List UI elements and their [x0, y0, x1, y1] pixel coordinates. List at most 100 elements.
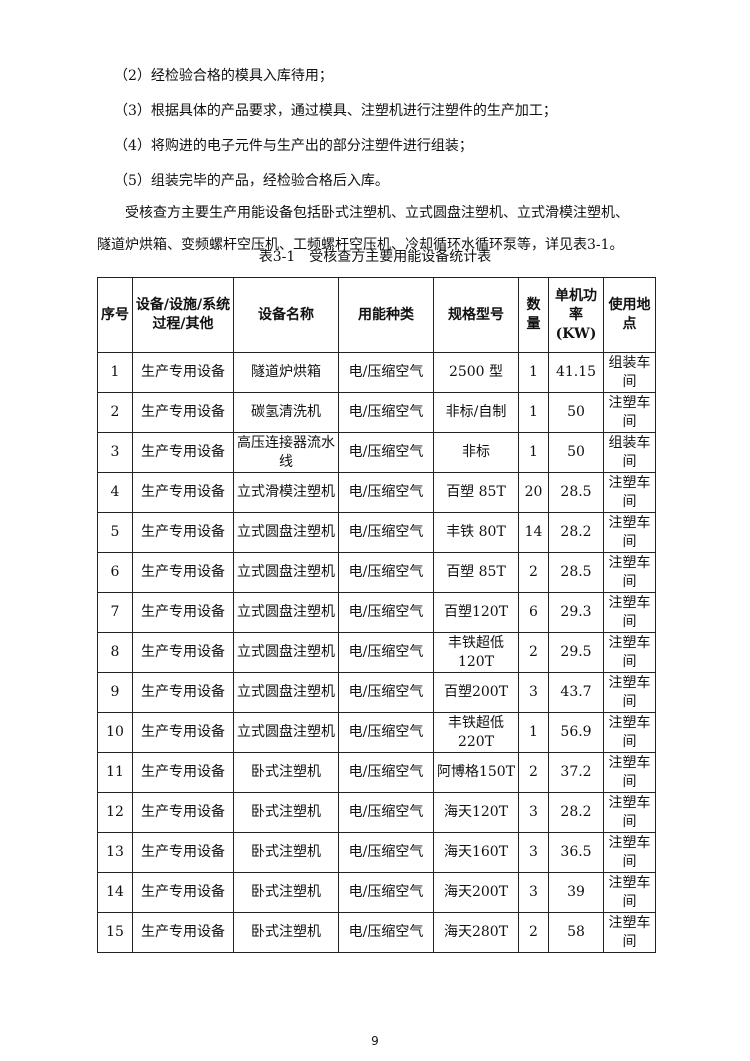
table-cell: 立式圆盘注塑机	[233, 592, 339, 633]
column-header: 数量	[518, 277, 549, 353]
table-cell: 37.2	[548, 752, 604, 793]
table-cell: 12	[97, 792, 133, 833]
table-cell: 3	[518, 792, 549, 833]
column-header: 用能种类	[338, 277, 434, 353]
table-cell: 注塑车间	[603, 872, 656, 913]
paragraph: （3）根据具体的产品要求，通过模具、注塑机进行注塑件的生产加工；	[114, 103, 557, 119]
table-cell: 高压连接器流水线	[233, 432, 339, 473]
column-header: 规格型号	[433, 277, 519, 353]
table-cell: 生产专用设备	[132, 712, 234, 753]
table-cell: 56.9	[548, 712, 604, 753]
table-cell: 36.5	[548, 832, 604, 873]
table-cell: 注塑车间	[603, 592, 656, 633]
table-cell: 2	[518, 752, 549, 793]
table-cell: 生产专用设备	[132, 352, 234, 393]
table-cell: 50	[548, 392, 604, 433]
table-cell: 电/压缩空气	[338, 592, 434, 633]
table-cell: 10	[97, 712, 133, 753]
table-cell: 50	[548, 432, 604, 473]
table-cell: 电/压缩空气	[338, 552, 434, 593]
table-cell: 注塑车间	[603, 632, 656, 673]
page-number: 9	[371, 1034, 379, 1048]
table-cell: 丰铁 80T	[433, 512, 519, 553]
column-header: 使用地点	[603, 277, 656, 353]
table-row: 2 生产专用设备 碳氢清洗机 电/压缩空气 非标/自制 1 50 注塑车间	[97, 392, 656, 433]
table-cell: 4	[97, 472, 133, 513]
table-cell: 28.5	[548, 472, 604, 513]
table-cell: 13	[97, 832, 133, 873]
table-cell: 注塑车间	[603, 512, 656, 553]
table-cell: 卧式注塑机	[233, 912, 339, 953]
table-cell: 注塑车间	[603, 392, 656, 433]
table-cell: 8	[97, 632, 133, 673]
table-cell: 生产专用设备	[132, 392, 234, 433]
table-cell: 电/压缩空气	[338, 672, 434, 713]
table-cell: 电/压缩空气	[338, 472, 434, 513]
table-cell: 3	[97, 432, 133, 473]
table-cell: 39	[548, 872, 604, 913]
table-cell: 电/压缩空气	[338, 792, 434, 833]
table-cell: 立式圆盘注塑机	[233, 512, 339, 553]
table-cell: 20	[518, 472, 549, 513]
table-row: 10 生产专用设备 立式圆盘注塑机 电/压缩空气 丰铁超低220T 1 56.9 注塑车间	[97, 712, 656, 753]
table-cell: 5	[97, 512, 133, 553]
table-cell: 9	[97, 672, 133, 713]
table-cell: 11	[97, 752, 133, 793]
table-cell: 海天120T	[433, 792, 519, 833]
table-row: 4 生产专用设备 立式滑模注塑机 电/压缩空气 百塑 85T 20 28.5 注塑车间	[97, 472, 656, 513]
table-cell: 14	[518, 512, 549, 553]
table-cell: 注塑车间	[603, 832, 656, 873]
table-cell: 41.15	[548, 352, 604, 393]
table-cell: 生产专用设备	[132, 472, 234, 513]
table-cell: 注塑车间	[603, 672, 656, 713]
table-row: 13 生产专用设备 卧式注塑机 电/压缩空气 海天160T 3 36.5 注塑车间	[97, 832, 656, 873]
table-row: 12 生产专用设备 卧式注塑机 电/压缩空气 海天120T 3 28.2 注塑车间	[97, 792, 656, 833]
table-cell: 生产专用设备	[132, 832, 234, 873]
paragraph: 隧道炉烘箱、变频螺杆空压机、工频螺杆空压机、冷却循环水循环泵等，详见表3-1。	[97, 237, 624, 253]
table-cell: 立式滑模注塑机	[233, 472, 339, 513]
table-cell: 生产专用设备	[132, 912, 234, 953]
table-cell: 生产专用设备	[132, 792, 234, 833]
table-cell: 生产专用设备	[132, 432, 234, 473]
table-cell: 注塑车间	[603, 472, 656, 513]
table-cell: 电/压缩空气	[338, 432, 434, 473]
table-cell: 2	[97, 392, 133, 433]
table-cell: 1	[518, 352, 549, 393]
column-header: 设备/设施/系统过程/其他	[132, 277, 234, 353]
table-row: 5 生产专用设备 立式圆盘注塑机 电/压缩空气 丰铁 80T 14 28.2 注塑车间	[97, 512, 656, 553]
table-cell: 电/压缩空气	[338, 352, 434, 393]
table-cell: 电/压缩空气	[338, 752, 434, 793]
column-header: 序号	[97, 277, 133, 353]
table-cell: 生产专用设备	[132, 552, 234, 593]
table-cell: 卧式注塑机	[233, 832, 339, 873]
table-cell: 百塑 85T	[433, 552, 519, 593]
table-cell: 立式圆盘注塑机	[233, 672, 339, 713]
table-cell: 6	[518, 592, 549, 633]
table-cell: 58	[548, 912, 604, 953]
table-cell: 卧式注塑机	[233, 872, 339, 913]
table-cell: 14	[97, 872, 133, 913]
table-cell: 百塑200T	[433, 672, 519, 713]
table-cell: 注塑车间	[603, 552, 656, 593]
table-cell: 生产专用设备	[132, 872, 234, 913]
table-row: 15 生产专用设备 卧式注塑机 电/压缩空气 海天280T 2 58 注塑车间	[97, 912, 656, 953]
paragraph: （5）组装完毕的产品，经检验合格后入库。	[114, 173, 389, 189]
table-cell: 隧道炉烘箱	[233, 352, 339, 393]
paragraph: （4）将购进的电子元件与生产出的部分注塑件进行组装；	[114, 138, 473, 154]
table-row: 7 生产专用设备 立式圆盘注塑机 电/压缩空气 百塑120T 6 29.3 注塑车间	[97, 592, 656, 633]
table-cell: 生产专用设备	[132, 592, 234, 633]
table-cell: 组装车间	[603, 432, 656, 473]
table-cell: 组装车间	[603, 352, 656, 393]
table-cell: 1	[518, 712, 549, 753]
table-row: 14 生产专用设备 卧式注塑机 电/压缩空气 海天200T 3 39 注塑车间	[97, 872, 656, 913]
table-cell: 阿博格150T	[433, 752, 519, 793]
table-row: 3 生产专用设备 高压连接器流水线 电/压缩空气 非标 1 50 组装车间	[97, 432, 656, 473]
table-cell: 1	[518, 432, 549, 473]
table-cell: 丰铁超低120T	[433, 632, 519, 673]
table-cell: 生产专用设备	[132, 512, 234, 553]
table-cell: 3	[518, 832, 549, 873]
table-cell: 百塑 85T	[433, 472, 519, 513]
table-cell: 注塑车间	[603, 792, 656, 833]
table-cell: 注塑车间	[603, 912, 656, 953]
